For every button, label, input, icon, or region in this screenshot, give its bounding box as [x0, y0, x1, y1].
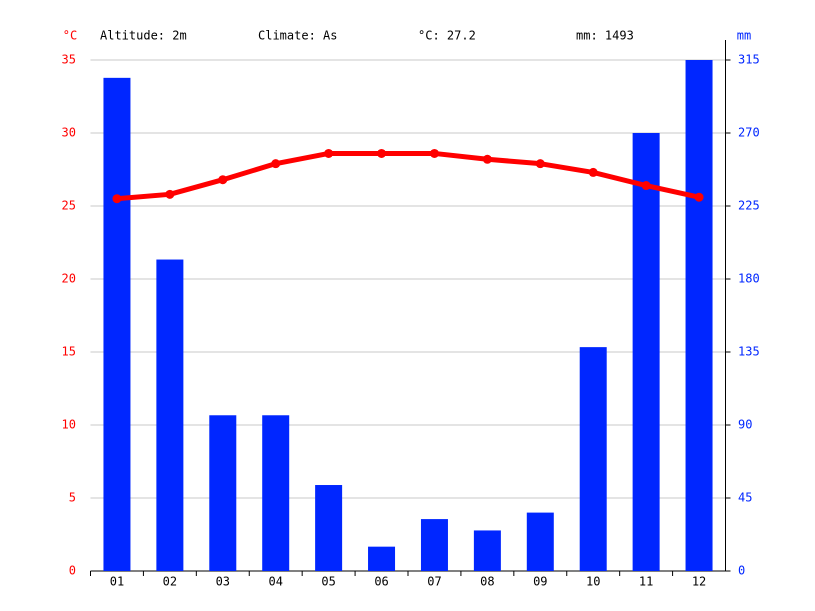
bar: [156, 259, 184, 571]
bar: [420, 519, 448, 571]
y2-axis-label: mm: [737, 29, 751, 43]
y2-tick-label: 90: [738, 418, 752, 432]
x-tick-label: 04: [268, 575, 282, 589]
y2-tick-label: 135: [738, 345, 760, 359]
x-tick-label: 08: [480, 575, 494, 589]
temperature-line: [116, 150, 700, 202]
bar: [262, 415, 290, 571]
bar: [632, 133, 660, 571]
x-tick-label: 11: [639, 575, 653, 589]
x-tick-label: 10: [586, 575, 600, 589]
x-tick-label: 05: [321, 575, 335, 589]
x-tick-label: 06: [374, 575, 388, 589]
y-tick-label: 25: [62, 199, 76, 213]
x-tick-label: 03: [216, 575, 230, 589]
temperature-point: [535, 159, 545, 169]
y2-tick-label: 0: [738, 564, 745, 578]
temperature-point: [218, 175, 228, 185]
y2-tick-label: 45: [738, 491, 752, 505]
bar: [579, 347, 607, 571]
temperature-point: [694, 192, 704, 202]
x-tick-label: 01: [110, 575, 124, 589]
temperature-point: [482, 154, 492, 164]
y-tick-label: 35: [62, 53, 76, 67]
y2-tick-label: 225: [738, 199, 760, 213]
bar: [103, 77, 131, 571]
y2-tick-label: 180: [738, 272, 760, 286]
y-tick-label: 20: [62, 272, 76, 286]
temperature-point: [324, 148, 334, 158]
x-tick-label: 07: [427, 575, 441, 589]
x-tick-label: 12: [692, 575, 706, 589]
annotation: Altitude: 2m: [100, 29, 187, 43]
x-tick-label: 09: [533, 575, 547, 589]
temperature-point: [165, 189, 175, 199]
x-tick-label: 02: [163, 575, 177, 589]
y2-tick-label: 270: [738, 126, 760, 140]
y-tick-label: 30: [62, 126, 76, 140]
annotation: Climate: As: [258, 29, 337, 43]
bar: [315, 485, 343, 571]
bar: [209, 415, 237, 571]
y-tick-label: 0: [69, 564, 76, 578]
y-tick-label: 10: [62, 418, 76, 432]
bar: [526, 512, 554, 571]
y2-tick-label: 315: [738, 53, 760, 67]
annotation: °C: 27.2: [418, 29, 476, 43]
temperature-point: [641, 181, 651, 191]
bar: [368, 546, 396, 571]
y-axis-label: °C: [63, 29, 77, 43]
temperature-point: [429, 148, 439, 158]
temperature-point: [271, 159, 281, 169]
bar: [473, 530, 501, 571]
temperature-point: [588, 167, 598, 177]
annotation: mm: 1493: [576, 29, 634, 43]
temperature-point: [112, 194, 122, 204]
temperature-point: [377, 148, 387, 158]
y-tick-label: 15: [62, 345, 76, 359]
y-tick-label: 5: [69, 491, 76, 505]
bar: [685, 60, 713, 571]
